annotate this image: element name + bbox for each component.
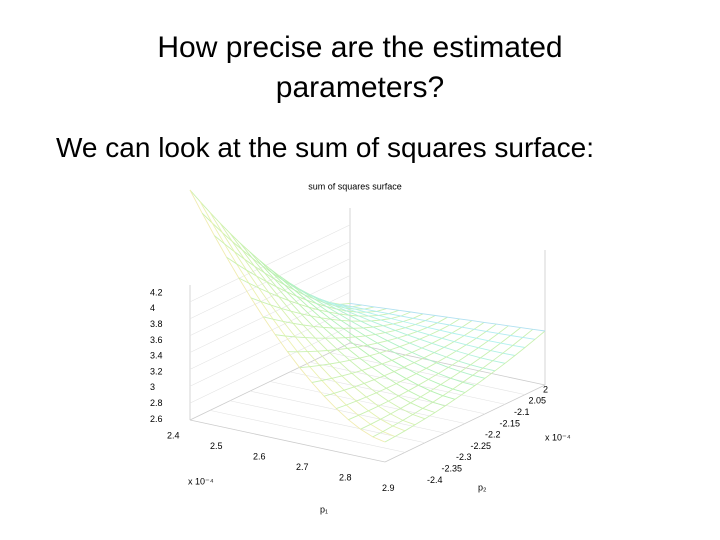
mesh-line	[279, 275, 476, 386]
mesh-line	[348, 325, 509, 421]
mesh-line	[372, 328, 534, 438]
mesh-line	[229, 232, 426, 420]
slide-title: How precise are the estimated parameters…	[157, 31, 563, 104]
grid-line	[189, 241, 351, 320]
mesh-line	[269, 268, 466, 393]
grid-line	[189, 224, 351, 303]
grid-line	[309, 361, 506, 405]
p1-tick-label: 2.4	[167, 430, 180, 440]
mesh-line	[299, 289, 496, 372]
grid-line	[329, 352, 526, 395]
mesh-line	[226, 256, 387, 313]
p2-label: p₂	[478, 482, 487, 492]
z-tick-label: 3.8	[150, 319, 163, 329]
grid-line	[249, 390, 446, 434]
mesh-line	[339, 303, 536, 340]
z-tick-label: 4	[150, 303, 155, 313]
mesh-line	[323, 322, 485, 397]
p2-tick-label: -2.3	[456, 452, 472, 462]
p1-tick-label: 2.5	[210, 441, 223, 451]
grid-line	[269, 381, 466, 424]
mesh-line	[311, 320, 473, 383]
plot-title: sum of squares surface	[308, 181, 402, 191]
mesh-line	[349, 302, 546, 332]
p2-tick-label: -2.2	[485, 430, 501, 440]
p1-tick-label: 2.6	[253, 451, 266, 461]
z-tick-label: 2.6	[150, 414, 163, 424]
p2-tick-label: -2.25	[471, 441, 492, 451]
p1-tick-label: 2.8	[339, 472, 352, 482]
p1-exponent: x 10⁻⁴	[188, 476, 214, 486]
p2-tick-label: -2.1	[514, 407, 530, 417]
p1-tick-label: 2.7	[296, 462, 309, 472]
p2-tick-label: -2.15	[500, 418, 521, 428]
z-tick-label: 3.4	[150, 351, 163, 361]
grid-line	[189, 308, 351, 387]
grid-line	[189, 258, 351, 336]
mesh	[189, 189, 546, 463]
mesh-line	[299, 318, 460, 369]
p1-label: p₁	[320, 504, 328, 514]
grid-line	[189, 325, 351, 404]
p2-tick-label: 2.05	[529, 396, 547, 406]
z-tick-label: 3.6	[150, 335, 163, 345]
grid-line	[209, 410, 406, 453]
p2-tick-label: -2.4	[427, 475, 443, 485]
z-tick-label: 3	[150, 382, 155, 392]
mesh-line	[289, 282, 486, 379]
z-tick-label: 4.2	[150, 287, 163, 297]
box-edge	[189, 419, 386, 463]
mesh-line	[249, 251, 446, 407]
z-tick-label: 3.2	[150, 366, 163, 376]
slide-body: We can look at the sum of squares surfac…	[56, 132, 594, 163]
box-edge	[349, 342, 546, 386]
p2-tick-label: 2	[543, 384, 548, 394]
mesh-line	[360, 327, 521, 430]
mesh-line	[336, 323, 497, 410]
p1-tick-label: 2.9	[382, 483, 395, 493]
p2-tick-label: -2.35	[442, 463, 463, 473]
mesh-line	[329, 302, 526, 348]
mesh-line	[384, 330, 546, 443]
p2-exponent: x 10⁻⁴	[545, 432, 571, 442]
mesh-line	[309, 294, 506, 364]
z-tick-label: 2.8	[150, 398, 163, 408]
grid-line	[289, 371, 486, 415]
mesh-line	[319, 298, 516, 356]
